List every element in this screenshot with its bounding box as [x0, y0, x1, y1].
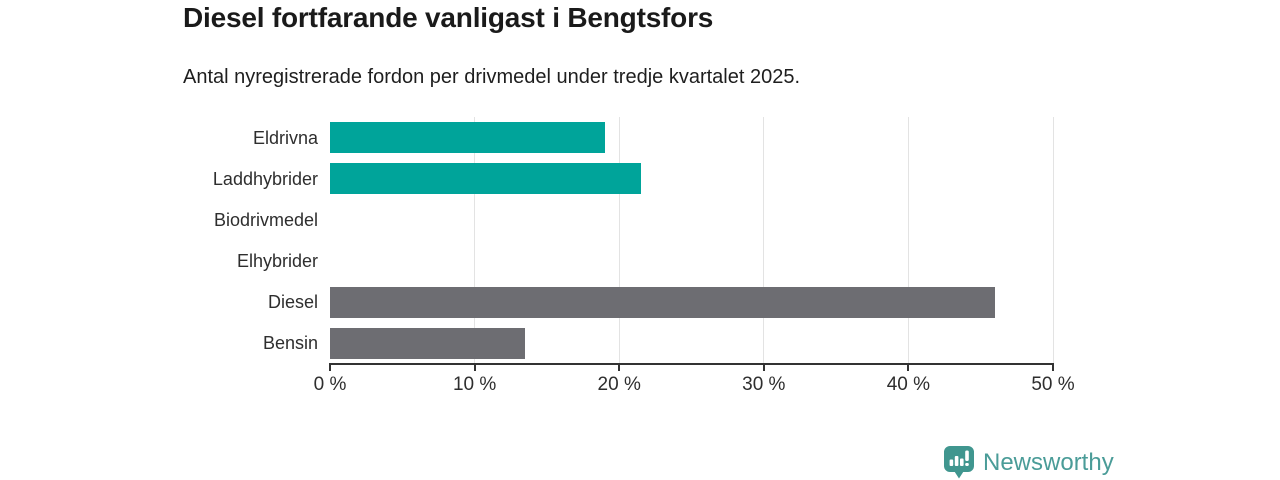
tick-mark-10 — [473, 365, 476, 371]
x-axis-line — [329, 363, 1054, 365]
chart-title: Diesel fortfarande vanligast i Bengtsfor… — [183, 2, 714, 33]
tick-label-50: 50 % — [1031, 374, 1075, 395]
tick-label-30: 30 % — [742, 374, 786, 395]
tick-mark-20 — [618, 365, 621, 371]
bar-laddhybrider — [330, 163, 641, 195]
bar-eldrivna — [330, 122, 605, 154]
gridline-10 — [474, 117, 476, 364]
tick-label-10: 10 % — [452, 374, 497, 395]
tick-label-0: 0 % — [313, 374, 347, 395]
category-label-eldrivna: Eldrivna — [252, 127, 318, 148]
gridline-50 — [1052, 117, 1054, 364]
tick-label-40: 40 % — [886, 374, 931, 395]
bar-diesel — [330, 286, 996, 318]
newsworthy-logo-text: Newsworthy — [983, 448, 1114, 476]
newsworthy-logo: Newsworthy — [944, 446, 1114, 479]
category-label-laddhybrider: Laddhybrider — [212, 168, 318, 189]
newsworthy-logo-icon — [944, 446, 974, 479]
tick-mark-30 — [762, 365, 765, 371]
tick-mark-50 — [1052, 365, 1054, 371]
category-label-elhybrider: Elhybrider — [236, 251, 318, 272]
gridline-20 — [618, 117, 620, 364]
gridline-40 — [907, 117, 909, 364]
category-label-bensin: Bensin — [262, 333, 318, 354]
bar-bensin — [330, 327, 526, 359]
tick-label-20: 20 % — [597, 374, 641, 395]
chart-subtitle: Antal nyregistrerade fordon per drivmede… — [183, 66, 801, 88]
tick-mark-40 — [907, 365, 910, 371]
tick-mark-0 — [329, 365, 331, 371]
category-label-biodrivmedel: Biodrivmedel — [213, 209, 318, 230]
gridline-30 — [763, 117, 765, 364]
plot-area — [330, 117, 1054, 364]
category-label-diesel: Diesel — [267, 292, 318, 313]
